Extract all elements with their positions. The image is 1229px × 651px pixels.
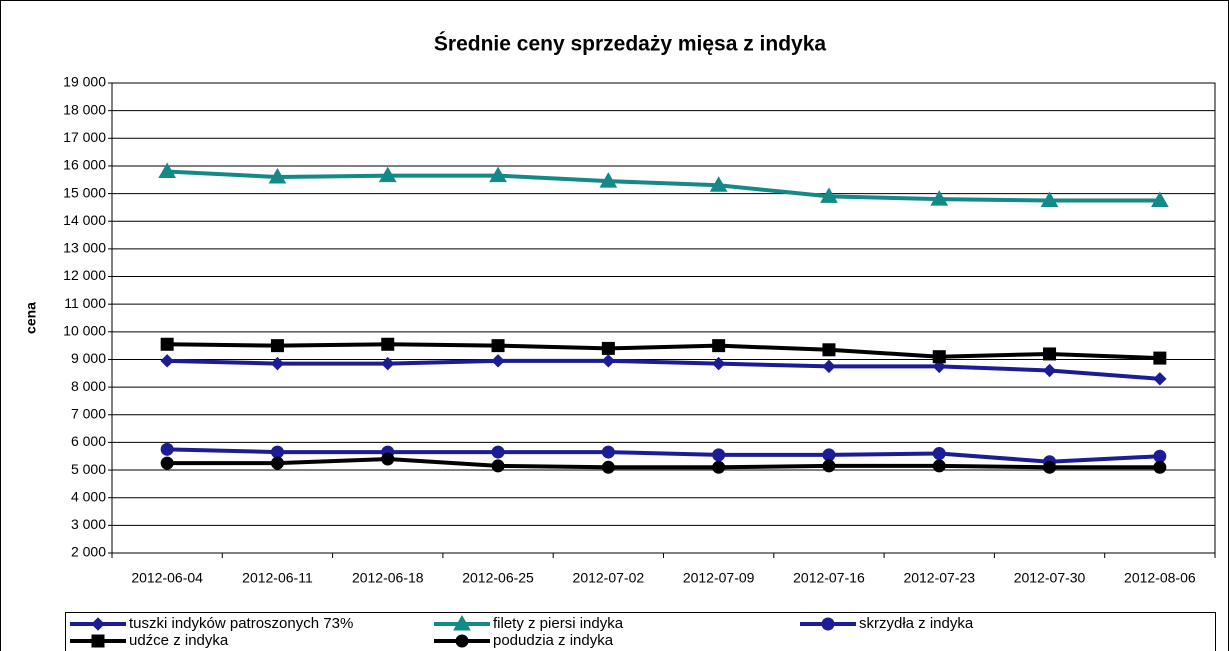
series-line xyxy=(167,169,1160,203)
marker xyxy=(160,442,174,456)
marker xyxy=(932,350,946,364)
marker xyxy=(932,459,946,473)
marker xyxy=(491,459,505,473)
marker xyxy=(1043,460,1057,474)
y-tick-label: 9 000 xyxy=(71,350,106,366)
marker xyxy=(158,162,177,178)
marker xyxy=(160,456,174,470)
y-tick-label: 15 000 xyxy=(63,184,106,200)
marker xyxy=(1040,191,1059,207)
marker xyxy=(1153,460,1167,474)
marker xyxy=(1043,347,1057,361)
marker xyxy=(932,359,946,374)
legend-marker xyxy=(821,617,835,631)
legend-marker xyxy=(91,634,105,648)
marker xyxy=(268,167,287,184)
x-tick-label: 2012-06-04 xyxy=(131,570,203,586)
y-tick-label: 19 000 xyxy=(63,74,106,90)
y-axis-label: cena xyxy=(23,302,39,334)
legend-label: udźce z indyka xyxy=(129,632,229,649)
legend-marker xyxy=(455,634,469,648)
y-tick-label: 10 000 xyxy=(63,323,106,339)
legend-label: filety z piersi indyka xyxy=(493,615,624,632)
marker xyxy=(822,359,836,374)
x-tick-label: 2012-08-06 xyxy=(1124,570,1196,586)
x-tick-label: 2012-06-18 xyxy=(352,570,424,586)
y-tick-label: 5 000 xyxy=(71,461,106,477)
y-tick-label: 12 000 xyxy=(63,267,106,283)
series-line xyxy=(167,447,1160,464)
x-tick-label: 2012-07-30 xyxy=(1014,570,1086,586)
marker xyxy=(160,354,174,368)
y-tick-label: 11 000 xyxy=(64,295,106,311)
marker xyxy=(270,456,284,470)
marker xyxy=(601,341,615,355)
legend-marker xyxy=(453,614,471,631)
y-tick-label: 3 000 xyxy=(71,516,106,532)
y-tick-label: 4 000 xyxy=(71,488,106,504)
marker xyxy=(491,339,505,353)
marker xyxy=(712,460,726,474)
legend-box xyxy=(65,612,1216,651)
marker xyxy=(711,356,726,371)
y-tick-label: 7 000 xyxy=(71,405,106,421)
legend-label: skrzydła z indyka xyxy=(859,615,974,632)
marker xyxy=(491,354,505,368)
y-tick-label: 8 000 xyxy=(71,378,106,394)
marker xyxy=(160,337,174,351)
marker xyxy=(489,166,507,183)
y-tick-label: 18 000 xyxy=(63,101,106,117)
y-tick-label: 14 000 xyxy=(63,212,106,228)
y-tick-label: 6 000 xyxy=(71,433,106,449)
marker xyxy=(381,452,395,466)
x-tick-label: 2012-06-25 xyxy=(462,570,534,586)
marker xyxy=(378,166,397,183)
legend-label: podudzia z indyka xyxy=(493,632,614,649)
marker xyxy=(1153,351,1167,365)
marker xyxy=(270,356,285,371)
marker xyxy=(822,448,836,462)
y-tick-label: 13 000 xyxy=(63,240,106,256)
marker xyxy=(601,445,615,459)
series-line xyxy=(167,358,1160,381)
marker xyxy=(270,445,284,459)
x-tick-label: 2012-07-23 xyxy=(903,570,975,586)
chart-title: Średnie ceny sprzedaży mięsa z indyka xyxy=(434,32,827,56)
y-tick-label: 17 000 xyxy=(63,129,106,145)
marker xyxy=(491,445,505,459)
marker xyxy=(1153,449,1167,463)
marker xyxy=(820,187,838,203)
marker xyxy=(1150,191,1169,207)
marker xyxy=(601,460,615,474)
x-tick-label: 2012-07-16 xyxy=(793,570,865,586)
marker xyxy=(599,172,618,188)
marker xyxy=(709,176,728,192)
series-line xyxy=(167,342,1160,361)
y-tick-label: 2 000 xyxy=(71,544,106,560)
series-line xyxy=(167,456,1160,470)
marker xyxy=(270,339,284,353)
marker xyxy=(712,339,726,353)
marker xyxy=(822,459,836,473)
legend-label: tuszki indyków patroszonych 73% xyxy=(129,615,353,632)
marker xyxy=(381,356,395,371)
marker xyxy=(1153,372,1167,386)
marker xyxy=(381,337,395,351)
y-tick-label: 16 000 xyxy=(63,157,106,173)
marker xyxy=(712,448,726,462)
marker xyxy=(932,446,946,460)
x-tick-label: 2012-07-09 xyxy=(683,570,755,586)
marker xyxy=(822,343,836,357)
marker xyxy=(601,354,616,368)
marker xyxy=(1042,363,1057,378)
x-tick-label: 2012-06-11 xyxy=(242,570,313,586)
legend-marker xyxy=(91,617,105,631)
x-tick-label: 2012-07-02 xyxy=(573,570,645,586)
marker xyxy=(930,190,949,206)
